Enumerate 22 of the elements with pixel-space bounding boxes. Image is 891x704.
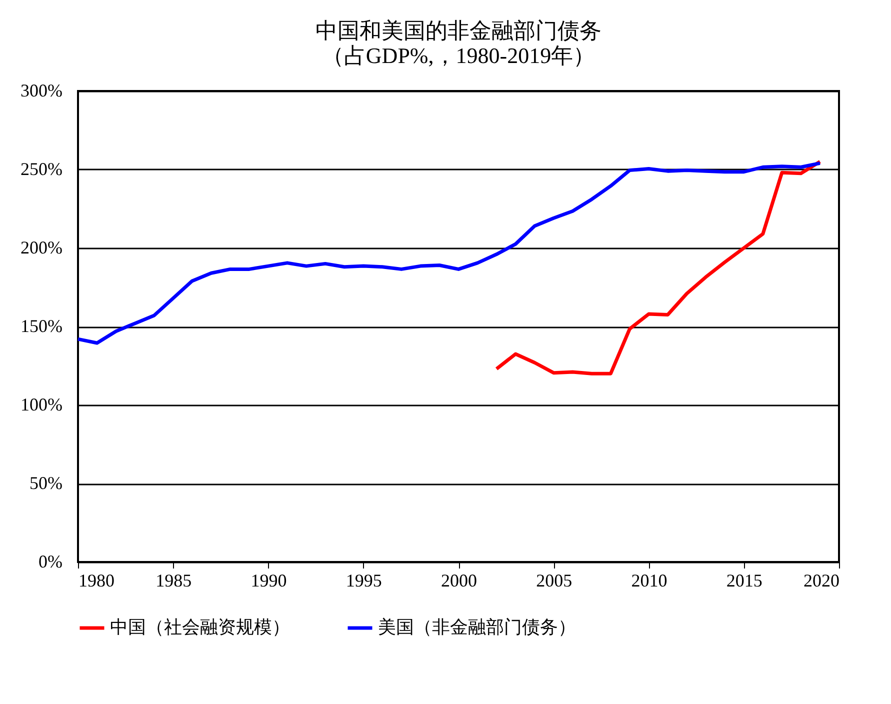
x-tick-label: 1985: [156, 570, 192, 590]
x-tick-label: 2020: [804, 570, 840, 590]
legend-label: 美国（非金融部门债务）: [378, 617, 576, 637]
y-tick-label: 300%: [20, 80, 62, 100]
line-series: [494, 160, 822, 376]
x-tick-label: 2005: [536, 570, 572, 590]
x-tick-label: 1990: [250, 570, 287, 590]
x-tick-label: 1995: [346, 570, 382, 590]
line-series: [76, 161, 822, 345]
x-tick-label: 2015: [726, 570, 762, 590]
legend-label: 中国（社会融资规模）: [110, 617, 290, 637]
y-tick-label: 50%: [30, 473, 62, 493]
x-tick-label: 1980: [78, 570, 114, 590]
y-tick-label: 250%: [20, 159, 62, 179]
chart-subtitle: （占GDP%,，1980-2019年）: [322, 43, 596, 68]
chart-title: 中国和美国的非金融部门债务: [316, 18, 602, 43]
y-tick-label: 0%: [38, 552, 62, 572]
x-tick-label: 2000: [441, 570, 477, 590]
x-tick-label: 2010: [631, 570, 668, 590]
y-tick-label: 200%: [20, 238, 62, 258]
y-tick-label: 150%: [20, 316, 62, 336]
y-tick-label: 100%: [20, 394, 62, 414]
